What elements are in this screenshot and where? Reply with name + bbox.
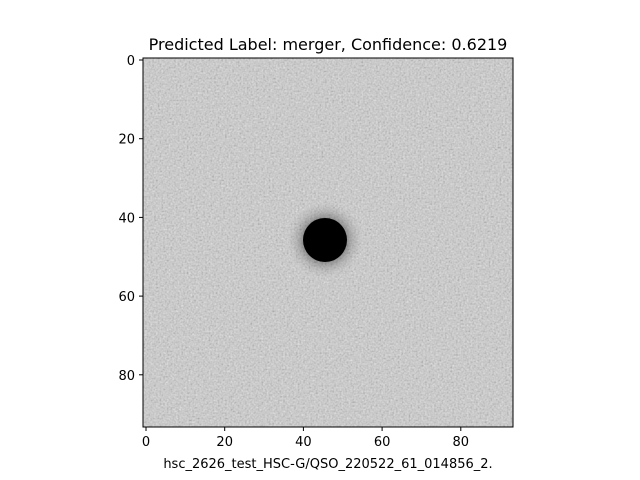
- x-axis: 0 20 40 60 80: [142, 427, 469, 450]
- y-tick-label-0: 0: [127, 54, 135, 69]
- y-tick-label-40: 40: [118, 211, 135, 226]
- y-tick-label-20: 20: [118, 133, 135, 148]
- y-tick-label-80: 80: [118, 369, 135, 384]
- x-tick-label-20: 20: [216, 435, 233, 450]
- x-tick-label-40: 40: [295, 435, 312, 450]
- image-border: [142, 57, 514, 428]
- x-tick-label-60: 60: [374, 435, 391, 450]
- figure-title: Predicted Label: merger, Confidence: 0.6…: [149, 35, 508, 54]
- x-axis-label: hsc_2626_test_HSC-G/QSO_220522_61_014856…: [163, 457, 492, 472]
- x-tick-label-80: 80: [453, 435, 470, 450]
- x-tick-label-0: 0: [142, 435, 150, 450]
- y-axis: 0 20 40 60 80: [118, 54, 143, 384]
- y-tick-label-60: 60: [118, 290, 135, 305]
- image-panel: [143, 58, 513, 427]
- source-core: [303, 218, 347, 262]
